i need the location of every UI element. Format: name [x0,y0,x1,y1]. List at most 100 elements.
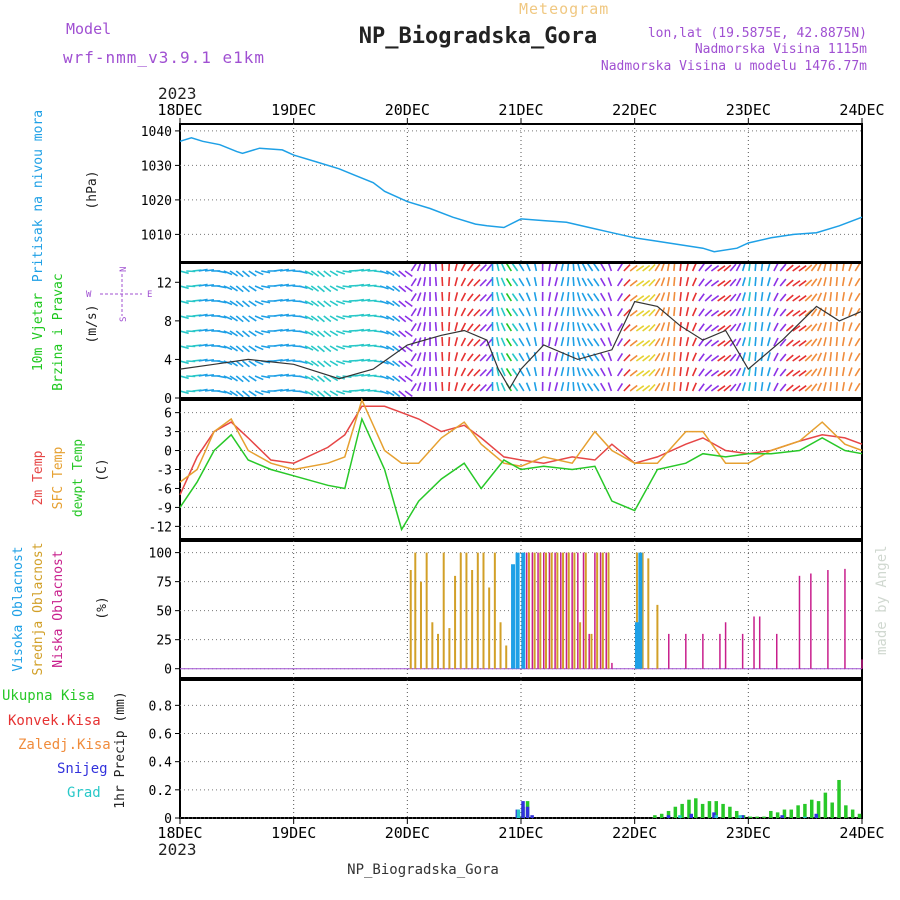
wind-arrow [576,277,581,287]
wind-arrow [473,368,481,377]
wind-arrow [566,336,570,347]
wind-arrow [660,337,666,347]
wind-arrow [848,337,853,347]
precip-graupel-bar [678,815,682,818]
wind-arrow [654,352,661,362]
wind-arrow [829,351,832,362]
wind-arrow [392,270,401,278]
wind-arrow [642,369,651,377]
wind-arrow [710,280,720,287]
wind-arrow [642,264,651,272]
wind-arrow [854,337,861,347]
wind-arrow [835,351,839,362]
wind-arrow [361,343,371,347]
wind-arrow [685,292,690,302]
cloud-panel: 0 25 50 75 100 [149,540,863,679]
wind-arrow [404,300,413,307]
wind-arrow [798,265,807,272]
wind-arrow [317,390,325,398]
wind-arrow [599,277,606,287]
wind-arrow [198,313,208,317]
wind-arrow [691,263,698,272]
wind-arrow [593,263,600,272]
wind-arrow [741,277,746,287]
wind-arrow [286,374,296,377]
wind-arrow [286,359,296,362]
wind-arrow [217,270,227,274]
wind-arrow [466,263,474,272]
wind-arrow [823,277,827,287]
wind-arrow [404,375,413,382]
wind-arrow [198,283,208,287]
wind-arrow [785,339,794,347]
wind-arrow [434,276,438,287]
wind-arrow [496,367,500,377]
wind-arrow [654,292,661,302]
wind-arrow [317,330,325,338]
wind-arrow [460,367,467,377]
wind-arrow [854,382,861,392]
wind-arrow [261,300,271,304]
wind-arrow [748,306,751,317]
wind-arrow [423,366,427,377]
wind-arrow [779,353,787,362]
precip-panel: 0 0.2 0.4 0.6 0.8 [149,679,863,827]
wind-arrow [398,330,407,338]
wind-arrow [235,390,244,398]
wind-arrow [560,292,565,302]
wind-arrow [505,337,513,347]
x-top-tick-label: 20DEC [385,101,430,119]
wind-arrow [572,381,575,392]
precip-graupel-bar [803,816,807,818]
wind-arrow [323,345,332,353]
wind-arrow [779,368,787,377]
wind-arrow [361,373,371,377]
wind-arrow [629,279,638,287]
wind-arrow [735,263,742,272]
wind-arrow [242,345,250,353]
wind-arrow [754,291,757,302]
wind-arrow [354,268,365,272]
wind-arrow [854,263,861,272]
wind-arrow [599,307,606,317]
wind-arrow [741,337,746,347]
wind-arrow [496,337,500,347]
wind-arrow [500,292,506,302]
wind-arrow [310,315,320,322]
wind-arrow [848,307,853,317]
wind-arrow [654,277,661,287]
wind-arrow [841,381,846,392]
wind-arrow [342,285,352,288]
wind-arrow [317,270,325,278]
wind-arrow [666,367,671,377]
wind-arrow [323,300,332,308]
wind-arrow [666,292,671,302]
wind-arrow [654,263,661,272]
precip-side-labels: Ukupna Kisa Konvek.Kisa Zaledj.Kisa Snij… [2,688,128,809]
precip-total-bar [775,812,780,818]
wind-arrow [654,307,661,317]
wind-arrow [511,338,519,347]
wind-arrow [810,308,818,317]
wind-arrow [754,381,757,392]
wind-arrow [298,345,308,350]
direction-w: W [86,290,92,300]
wind-arrow [416,367,422,377]
wind-arrow [586,353,594,362]
wind-arrow [554,382,559,392]
wind-arrow [785,324,794,332]
wind-arrow [361,268,371,272]
precip-total-bar [680,803,684,818]
wind-arrow [854,352,861,362]
wind-arrow [298,285,308,290]
wind-arrow [448,381,451,392]
wind-arrow [804,279,813,287]
wind-arrow [599,263,606,272]
precip-legend-total: Ukupna Kisa [2,688,95,704]
wind-arrow [310,345,320,352]
wind-arrow [473,338,481,347]
precip-snow-bar [712,812,716,818]
wind-axis-title-2: Brzina i Pravac [51,273,66,390]
wind-arrow [576,367,581,377]
x-top-tick-label: 22DEC [612,101,657,119]
